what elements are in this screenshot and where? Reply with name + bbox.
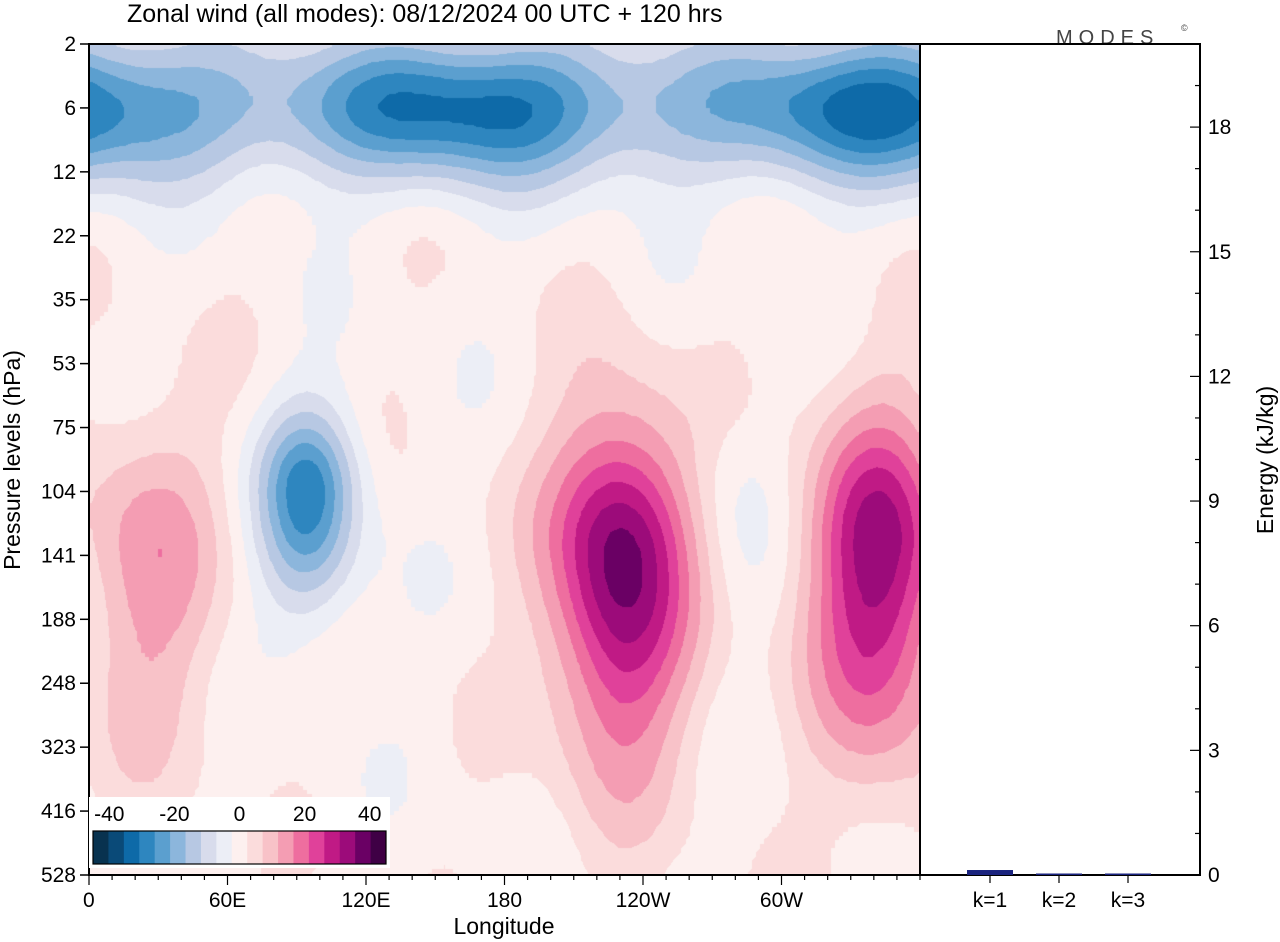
x-tick-label: 120W (616, 889, 671, 912)
colorbar-swatch (139, 831, 156, 864)
energy-category-label: k=1 (973, 889, 1007, 912)
colorbar-swatch (262, 831, 279, 864)
colorbar-swatch (170, 831, 186, 864)
energy-tick-label: 9 (1208, 490, 1220, 513)
energy-tick-label: 3 (1208, 739, 1220, 762)
energy-bars: k=1 k=2 k=3 (967, 870, 1151, 912)
colorbar-swatch (154, 831, 171, 864)
y-tick-label: 12 (53, 161, 76, 184)
colorbar-swatch (216, 831, 233, 864)
colorbar-swatch (355, 831, 371, 864)
colorbar-swatch (370, 831, 387, 864)
y-tick-label: 104 (41, 480, 76, 503)
colorbar-swatch (324, 831, 341, 864)
y-tick-label: 416 (41, 800, 76, 823)
y-tick-label: 248 (41, 672, 76, 695)
y-tick-label: 323 (41, 736, 76, 759)
energy-axes: 0 3 6 9 12 15 18 (1190, 43, 1231, 887)
wind-field-contours (89, 44, 920, 875)
energy-category-label: k=2 (1042, 889, 1076, 912)
colorbar-tick-label: -40 (94, 803, 124, 826)
y-tick-label: 6 (64, 97, 76, 120)
colorbar-swatch (339, 831, 356, 864)
x-axis-label: Longitude (453, 913, 554, 939)
colorbar-tick-label: 20 (293, 803, 316, 826)
y-tick-label: 22 (53, 225, 76, 248)
energy-tick-label: 15 (1208, 241, 1231, 264)
colorbar-swatch (123, 831, 140, 864)
colorbar-swatch (308, 831, 325, 864)
colorbar-swatch (247, 831, 264, 864)
colorbar-legend: -40 -20 0 20 40 (89, 797, 390, 868)
y-tick-label: 141 (41, 544, 76, 567)
y-tick-label: 528 (41, 864, 76, 887)
energy-bar (967, 870, 1013, 875)
chart-title: Zonal wind (all modes): 08/12/2024 00 UT… (127, 0, 722, 28)
energy-tick-label: 18 (1208, 116, 1231, 139)
colorbar-frame (92, 830, 387, 865)
colorbar-tick-label: -20 (159, 803, 189, 826)
colorbar-swatch (200, 831, 217, 864)
x-tick-label: 0 (83, 889, 95, 912)
y-tick-label: 35 (53, 289, 76, 312)
colorbar-tick-label: 40 (358, 803, 381, 826)
y-tick-label: 2 (64, 33, 76, 56)
colorbar-swatch (185, 831, 202, 864)
brand-copyright-mark: © (1181, 23, 1188, 33)
energy-category-label: k=3 (1111, 889, 1145, 912)
energy-panel-frame (919, 43, 1201, 876)
energy-tick-label: 12 (1208, 365, 1231, 388)
y-axis-label: Pressure levels (hPa) (0, 350, 25, 570)
colorbar-swatch (231, 831, 248, 864)
x-tick-label: 180 (487, 889, 522, 912)
colorbar-tick-label: 0 (234, 803, 246, 826)
x-tick-label: 60E (209, 889, 246, 912)
energy-axis-label: Energy (kJ/kg) (1252, 386, 1278, 534)
y-tick-label: 75 (53, 417, 76, 440)
heatmap-axes: 2 6 12 22 35 53 75 104 141 188 248 323 416 528 0 60E 120… (41, 33, 921, 912)
y-tick-label: 188 (41, 608, 76, 631)
colorbar-swatch (93, 831, 109, 864)
colorbar-swatch (278, 831, 294, 864)
energy-tick-label: 0 (1208, 864, 1220, 887)
x-tick-label: 60W (760, 889, 803, 912)
energy-bar (1036, 873, 1082, 875)
energy-tick-label: 6 (1208, 615, 1220, 638)
brand-logo: MODES (1056, 27, 1159, 49)
colorbar-swatch (293, 831, 310, 864)
heatmap-panel (89, 44, 920, 875)
y-tick-label: 53 (53, 353, 76, 376)
energy-bar (1105, 873, 1151, 875)
colorbar-swatch (108, 831, 125, 864)
x-tick-label: 120E (341, 889, 390, 912)
